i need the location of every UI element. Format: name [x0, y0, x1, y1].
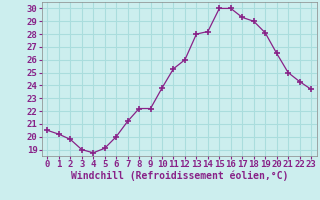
X-axis label: Windchill (Refroidissement éolien,°C): Windchill (Refroidissement éolien,°C) [70, 171, 288, 181]
